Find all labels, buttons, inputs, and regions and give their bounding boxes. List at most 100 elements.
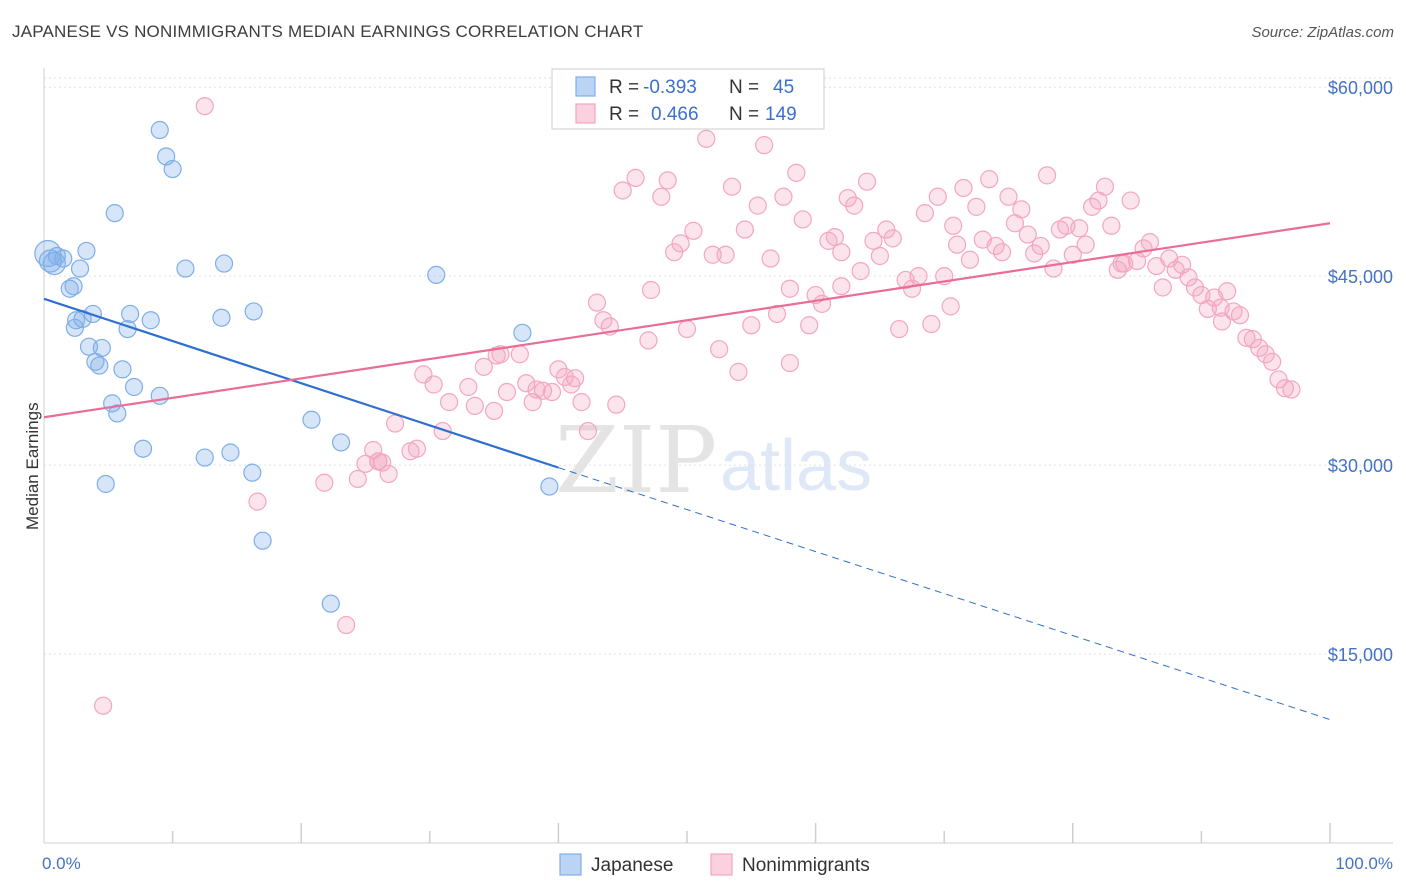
nonimmigrants-point-98 [1012, 200, 1031, 219]
legend-box [551, 68, 825, 130]
nonimmigrants-point-46 [677, 319, 697, 339]
nonimmigrants-point-96 [999, 187, 1018, 206]
japanese-point-43 [513, 323, 532, 342]
nonimmigrants-point-53 [722, 177, 742, 196]
nonimmigrants-point-21 [485, 401, 504, 421]
nonimmigrants-point-139 [1275, 379, 1295, 398]
nonimmigrants-point-141 [780, 353, 799, 373]
japanese-point-39 [302, 410, 321, 429]
nonimmigrants-point-99 [1018, 225, 1037, 244]
correlation-legend: R = -0.393 N = 45 R = 0.466 N = 149 [551, 68, 825, 130]
japanese-point-34 [214, 254, 234, 273]
japanese-point-42 [427, 265, 446, 284]
x-tick-label-100: 100.0% [1335, 854, 1393, 873]
nonimmigrants-point-108 [1076, 235, 1095, 254]
nonimmigrants-point-147 [944, 216, 963, 235]
nonimmigrants-point-10 [379, 464, 398, 484]
nonimmigrants-point-63 [787, 163, 806, 182]
chart-source: Source: ZipAtlas.com [1251, 24, 1394, 41]
nonimmigrants-point-149 [1212, 312, 1232, 331]
japanese-point-37 [243, 463, 262, 482]
nonimmigrants-point-65 [800, 316, 819, 335]
nonimmigrants-point-102 [1037, 166, 1057, 185]
nonimmigrants-point-115 [1121, 191, 1140, 210]
nonimmigrants-point-137 [1263, 352, 1282, 371]
japanese-point-12 [65, 318, 84, 337]
nonimmigrants-point-35 [587, 293, 607, 312]
nonimmigrants-point-124 [1179, 268, 1198, 287]
nonimmigrants-point-118 [1140, 233, 1160, 252]
nonimmigrants-point-69 [825, 227, 844, 247]
legend-r-label-nonimmigrants: R = [609, 104, 639, 125]
nonimmigrants-point-79 [890, 319, 909, 339]
japanese-point-20 [108, 404, 127, 423]
x-tick-label-0: 0.0% [42, 854, 81, 873]
nonimmigrants-point-70 [832, 243, 851, 262]
nonimmigrants-point-29 [542, 382, 562, 402]
legend-r-value-nonimmigrants: 0.466 [651, 104, 699, 125]
nonimmigrants-point-1 [195, 96, 214, 116]
nonimmigrants-point-103 [1044, 259, 1063, 278]
nonimmigrants-point-58 [755, 136, 774, 155]
trend-lines [43, 222, 1331, 721]
japanese-point-33 [221, 443, 240, 462]
nonimmigrants-point-95 [992, 243, 1012, 262]
nonimmigrants-point-50 [703, 245, 722, 264]
tick-labels: $15,000 $30,000 $45,000 $60,000 0.0% 100.0% [42, 78, 1393, 873]
nonimmigrants-point-49 [697, 129, 716, 148]
legend-r-label-japanese: R = [609, 77, 639, 98]
nonimmigrants-point-2 [248, 492, 267, 511]
nonimmigrants-point-39 [626, 168, 645, 187]
nonimmigrants-point-87 [941, 297, 960, 316]
watermark-zip: ZIP [555, 407, 717, 514]
japanese-point-8 [77, 241, 96, 261]
nonimmigrants-point-56 [742, 316, 761, 335]
nonimmigrants-point-140 [1282, 380, 1301, 399]
nonimmigrants-point-19 [465, 396, 484, 415]
legend-swatch-japanese [575, 76, 596, 97]
y-tick-label-15000: $15,000 [1328, 645, 1393, 665]
japanese-point-21 [133, 439, 153, 458]
bottom-legend-swatch-japanese [559, 853, 582, 876]
japanese-point-32 [195, 448, 214, 467]
nonimmigrants-point-100 [1025, 244, 1044, 263]
nonimmigrants-point-4 [337, 615, 356, 635]
nonimmigrants-point-3 [315, 473, 334, 492]
nonimmigrants-point-127 [1198, 299, 1217, 318]
nonimmigrants-point-136 [1256, 345, 1275, 364]
series-legend: Japanese Nonimmigrants [559, 853, 870, 876]
data-points [34, 84, 1301, 715]
nonimmigrants-point-145 [487, 346, 506, 365]
nonimmigrants-point-47 [684, 221, 703, 240]
japanese-point-31 [176, 259, 195, 278]
japanese-point-6 [64, 277, 83, 296]
nonimmigrants-point-112 [1102, 216, 1121, 235]
nonimmigrants-point-23 [497, 382, 517, 402]
legend-r-value-japanese: -0.393 [643, 77, 697, 98]
nonimmigrants-point-144 [607, 395, 626, 414]
nonimmigrants-point-85 [928, 187, 947, 206]
japanese-point-13 [79, 337, 99, 356]
nonimmigrants-point-33 [572, 393, 591, 412]
japanese-point-22 [121, 304, 140, 324]
nonimmigrants-point-38 [613, 181, 632, 200]
nonimmigrants-point-15 [424, 375, 443, 394]
nonimmigrants-point-111 [1095, 177, 1115, 196]
nonimmigrants-point-27 [527, 380, 546, 399]
chart-title: JAPANESE VS NONIMMIGRANTS MEDIAN EARNING… [12, 22, 644, 41]
nonimmigrants-point-60 [767, 304, 787, 324]
japanese-point-36 [244, 302, 263, 321]
nonimmigrants-point-30 [549, 360, 568, 379]
legend-n-value-japanese: 45 [773, 77, 794, 98]
nonimmigrants-point-13 [407, 439, 427, 458]
nonimmigrants-point-101 [1031, 236, 1050, 256]
japanese-point-38 [253, 531, 272, 550]
nonimmigrants-point-52 [716, 245, 735, 264]
nonimmigrants-point-89 [954, 178, 973, 198]
nonimmigrants-point-130 [1218, 282, 1237, 301]
japanese-point-18 [124, 377, 144, 397]
nonimmigrants-point-51 [710, 340, 729, 359]
axes [43, 68, 1393, 844]
japanese-point-7 [70, 259, 90, 278]
nonimmigrants-point-5 [348, 469, 367, 489]
